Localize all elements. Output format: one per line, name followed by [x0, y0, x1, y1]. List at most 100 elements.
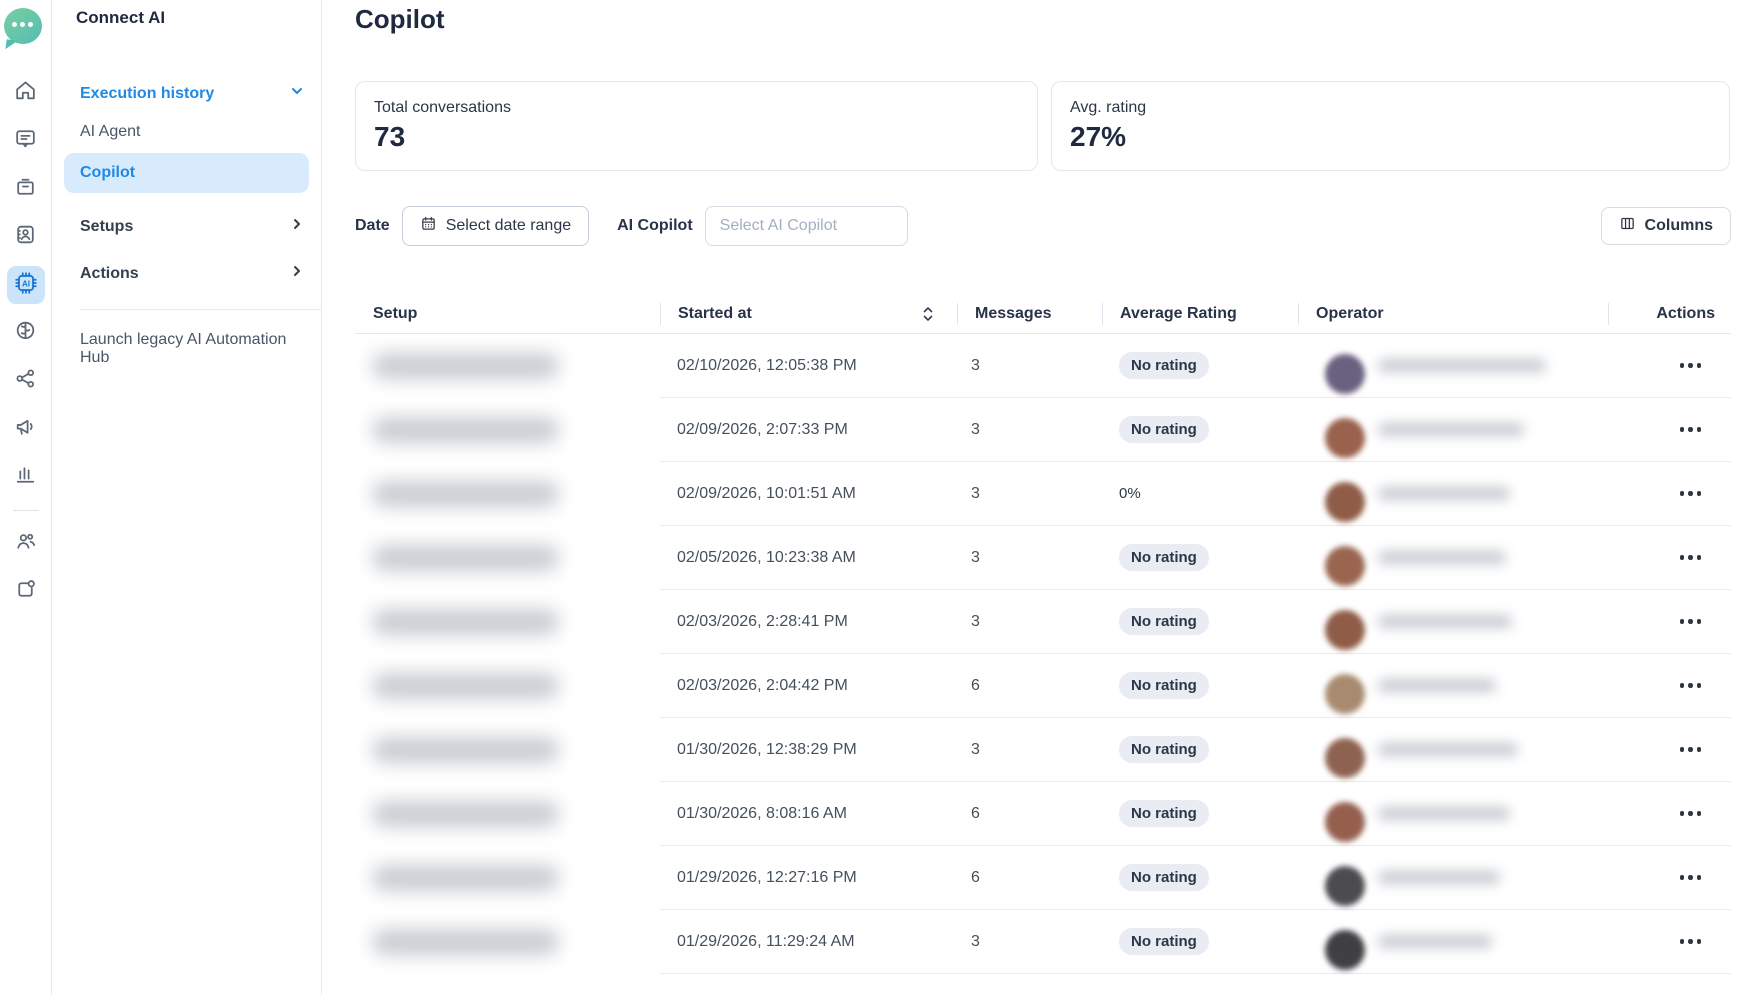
cell-average-rating: No rating [1102, 782, 1298, 846]
sidebar-item-label: Execution history [80, 84, 215, 102]
chevron-right-icon [290, 264, 304, 283]
sidebar-item-copilot[interactable]: Copilot [64, 153, 309, 193]
table-row[interactable]: 02/03/2026, 2:28:41 PM 3 No rating [355, 590, 1731, 654]
rail-item-team[interactable] [7, 525, 45, 563]
cell-average-rating: No rating [1102, 398, 1298, 462]
rating-value: No rating [1119, 928, 1209, 955]
rail-item-workflows[interactable] [7, 362, 45, 400]
columns-button[interactable]: Columns [1600, 207, 1731, 245]
ai-chip-icon: AI [13, 270, 39, 301]
row-actions-menu-icon[interactable] [1679, 677, 1701, 694]
chat-icon [13, 126, 38, 156]
setup-name-redacted-blob [373, 353, 558, 379]
rail-item-contacts[interactable] [7, 218, 45, 256]
cell-setup [355, 846, 660, 910]
column-header-operator: Operator [1298, 303, 1608, 325]
cell-setup [355, 718, 660, 782]
setup-name-redacted-blob [373, 481, 558, 507]
operator-name-redacted-blob [1378, 807, 1510, 820]
sort-icon[interactable] [922, 305, 934, 323]
cell-messages: 3 [957, 462, 1102, 526]
cell-operator [1298, 782, 1608, 846]
sidebar-item-setups[interactable]: Setups [52, 207, 321, 246]
row-actions-menu-icon[interactable] [1679, 933, 1701, 950]
cell-messages: 6 [957, 846, 1102, 910]
operator-avatar [1325, 865, 1365, 906]
table-row[interactable]: 01/30/2026, 12:38:29 PM 3 No rating [355, 718, 1731, 782]
sidebar-item-actions[interactable]: Actions [52, 254, 321, 293]
cell-started-at: 02/10/2026, 12:05:38 PM [660, 334, 957, 398]
table-row[interactable]: 02/10/2026, 12:05:38 PM 3 No rating [355, 334, 1731, 398]
cell-messages: 3 [957, 398, 1102, 462]
cell-started-at: 02/09/2026, 2:07:33 PM [660, 398, 957, 462]
table-row[interactable]: 01/29/2026, 12:27:16 PM 6 No rating [355, 846, 1731, 910]
date-range-button[interactable]: Select date range [401, 206, 590, 246]
cell-actions [1608, 462, 1731, 526]
operator-name-redacted-blob [1378, 551, 1506, 564]
sidebar-link-legacy-hub[interactable]: Launch legacy AI Automation Hub [80, 331, 287, 366]
cell-setup [355, 526, 660, 590]
cell-average-rating: No rating [1102, 846, 1298, 910]
contacts-icon [13, 222, 38, 252]
row-actions-menu-icon[interactable] [1679, 805, 1701, 822]
users-icon [13, 529, 38, 559]
stats-row: Total conversations 73 Avg. rating 27% [355, 81, 1731, 171]
table-row[interactable]: 02/09/2026, 10:01:51 AM 3 0% [355, 462, 1731, 526]
cell-actions [1608, 910, 1731, 974]
column-header-started-at[interactable]: Started at [660, 303, 957, 325]
megaphone-icon [13, 414, 38, 444]
rail-item-knowledge[interactable] [7, 314, 45, 352]
cell-actions [1608, 526, 1731, 590]
cell-started-at: 02/09/2026, 10:01:51 AM [660, 462, 957, 526]
rail-item-campaigns[interactable] [7, 410, 45, 448]
cell-setup [355, 462, 660, 526]
rail-item-conversations[interactable] [7, 122, 45, 160]
cell-actions [1608, 398, 1731, 462]
table-row[interactable]: 02/09/2026, 2:07:33 PM 3 No rating [355, 398, 1731, 462]
setup-name-redacted-blob [373, 801, 558, 827]
operator-avatar [1325, 609, 1365, 650]
cell-started-at: 01/29/2026, 12:27:16 PM [660, 846, 957, 910]
cell-operator [1298, 590, 1608, 654]
rating-value: No rating [1119, 544, 1209, 571]
filters-bar: Date Select date range AI Copilot Column… [355, 206, 1731, 246]
row-actions-menu-icon[interactable] [1679, 485, 1701, 502]
bar-chart-icon [13, 462, 38, 492]
svg-text:AI: AI [21, 279, 29, 288]
stat-card-total-conversations: Total conversations 73 [355, 81, 1038, 171]
cell-actions [1608, 782, 1731, 846]
sidebar-item-label: Setups [80, 217, 134, 235]
table-body: 02/10/2026, 12:05:38 PM 3 No rating 02/0… [355, 334, 1731, 974]
ai-copilot-select-input[interactable] [704, 206, 908, 246]
operator-name-redacted-blob [1378, 743, 1518, 756]
cell-setup [355, 910, 660, 974]
row-actions-menu-icon[interactable] [1679, 421, 1701, 438]
table-row[interactable]: 02/05/2026, 10:23:38 AM 3 No rating [355, 526, 1731, 590]
operator-name-redacted-blob [1378, 487, 1510, 500]
cell-messages: 3 [957, 526, 1102, 590]
row-actions-menu-icon[interactable] [1679, 613, 1701, 630]
rail-item-home[interactable] [7, 74, 45, 112]
table-row[interactable]: 01/29/2026, 11:29:24 AM 3 No rating [355, 910, 1731, 974]
table-row[interactable]: 01/30/2026, 8:08:16 AM 6 No rating [355, 782, 1731, 846]
setup-name-redacted-blob [373, 737, 558, 763]
rail-item-ai-hub[interactable]: AI [6, 266, 45, 304]
cell-messages: 3 [957, 910, 1102, 974]
cell-started-at: 02/03/2026, 2:04:42 PM [660, 654, 957, 718]
row-actions-menu-icon[interactable] [1679, 549, 1701, 566]
cell-messages: 6 [957, 782, 1102, 846]
table-row[interactable]: 02/03/2026, 2:04:42 PM 6 No rating [355, 654, 1731, 718]
row-actions-menu-icon[interactable] [1679, 357, 1701, 374]
sidebar-title: Connect AI [76, 8, 166, 27]
rail-item-legacy-hub[interactable] [7, 573, 45, 611]
sidebar-item-ai-agent[interactable]: AI Agent [52, 113, 321, 151]
rail-item-archive[interactable] [7, 170, 45, 208]
row-actions-menu-icon[interactable] [1679, 869, 1701, 886]
rail-item-analytics[interactable] [7, 458, 45, 496]
row-actions-menu-icon[interactable] [1679, 741, 1701, 758]
rail-divider [12, 510, 39, 511]
cell-messages: 6 [957, 654, 1102, 718]
cell-average-rating: No rating [1102, 910, 1298, 974]
sidebar-item-execution-history[interactable]: Execution history [52, 74, 321, 113]
operator-name-redacted-blob [1378, 359, 1546, 372]
